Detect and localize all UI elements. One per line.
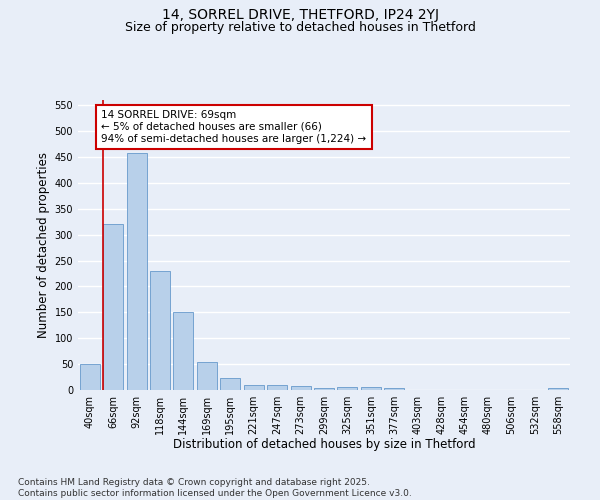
Bar	[197, 362, 217, 390]
Text: 14 SORREL DRIVE: 69sqm
← 5% of detached houses are smaller (66)
94% of semi-deta: 14 SORREL DRIVE: 69sqm ← 5% of detached …	[101, 110, 367, 144]
Bar	[173, 312, 193, 390]
Text: 14, SORREL DRIVE, THETFORD, IP24 2YJ: 14, SORREL DRIVE, THETFORD, IP24 2YJ	[161, 8, 439, 22]
Bar	[548, 388, 568, 390]
Bar	[127, 154, 146, 390]
Bar	[290, 386, 311, 390]
Text: Size of property relative to detached houses in Thetford: Size of property relative to detached ho…	[125, 21, 475, 34]
X-axis label: Distribution of detached houses by size in Thetford: Distribution of detached houses by size …	[173, 438, 475, 452]
Bar	[150, 271, 170, 390]
Bar	[244, 385, 263, 390]
Bar	[337, 388, 358, 390]
Bar	[385, 388, 404, 390]
Bar	[103, 224, 123, 390]
Y-axis label: Number of detached properties: Number of detached properties	[37, 152, 50, 338]
Bar	[220, 378, 240, 390]
Text: Contains HM Land Registry data © Crown copyright and database right 2025.
Contai: Contains HM Land Registry data © Crown c…	[18, 478, 412, 498]
Bar	[80, 364, 100, 390]
Bar	[361, 388, 381, 390]
Bar	[267, 385, 287, 390]
Bar	[314, 388, 334, 390]
